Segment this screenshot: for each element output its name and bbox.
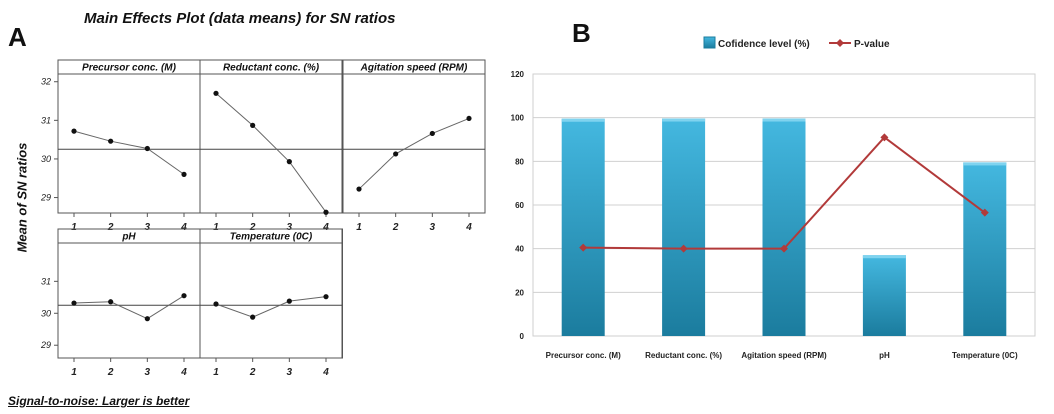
x-tick-label: 2 (107, 222, 114, 233)
x-tick-label: 4 (465, 222, 472, 233)
subplot-title-ph: pH (121, 232, 136, 243)
series-line-ph (73, 295, 185, 320)
x-tick-label: 3 (287, 222, 293, 233)
data-point-p-value (880, 133, 889, 142)
subplot-frame-temperature-0c (199, 228, 343, 359)
legend-swatch-confidence (703, 36, 716, 49)
x-tick-label: 4 (180, 367, 187, 378)
data-point-agitation-speed-rpm (356, 186, 362, 192)
panel-a-letter: A (8, 22, 27, 52)
subplot-frame-agitation-speed-rpm (342, 59, 486, 214)
data-point-temperature-0c (250, 314, 256, 320)
data-point-ph (71, 300, 77, 306)
data-point-temperature-0c (213, 301, 219, 307)
bar-top-highlight (862, 255, 906, 259)
legend-label-confidence: Cofidence level (%) (718, 39, 810, 50)
series-line-temperature-0c (215, 296, 327, 318)
y-tick-label: 0 (520, 332, 525, 341)
x-tick-label: 4 (180, 222, 187, 233)
data-point-agitation-speed-rpm (393, 151, 399, 157)
bar-confidence-level (963, 162, 1007, 336)
x-tick-label: 4 (322, 222, 329, 233)
subplot-title-precursor-conc-m: Precursor conc. (M) (82, 63, 177, 74)
data-point-agitation-speed-rpm (429, 130, 435, 137)
x-tick-label: 3 (145, 222, 151, 233)
y-tick-label: 40 (515, 245, 524, 254)
bar-top-highlight (762, 118, 806, 122)
subplot-title-agitation-speed-rpm: Agitation speed (RPM) (360, 63, 468, 74)
data-point-reductant-conc (323, 209, 329, 215)
y-tick-label: 100 (511, 114, 525, 123)
data-point-precursor-conc-m (181, 171, 187, 177)
legend-swatch-p-value-marker (836, 39, 844, 47)
bar-top-highlight (963, 162, 1007, 166)
y-tick-label: 29 (40, 193, 51, 203)
data-point-p-value (679, 244, 688, 253)
legend-label-p-value: P-value (854, 39, 890, 50)
x-tick-label: 1 (213, 367, 219, 378)
data-point-reductant-conc (250, 122, 256, 128)
data-point-ph (144, 316, 150, 322)
x-tick-label: 1 (356, 222, 362, 233)
x-tick-label: 3 (430, 222, 436, 233)
y-tick-label: 120 (511, 70, 525, 79)
x-category-label: Precursor conc. (M) (546, 351, 621, 360)
x-tick-label: 2 (249, 367, 256, 378)
y-tick-label: 32 (41, 77, 51, 87)
data-point-precursor-conc-m (108, 138, 114, 144)
series-line-precursor-conc-m (73, 130, 185, 175)
x-category-label: Reductant conc. (%) (645, 351, 722, 360)
data-point-temperature-0c (323, 294, 329, 300)
x-category-label: Agitation speed (RPM) (741, 351, 827, 360)
data-point-p-value (980, 208, 989, 217)
panel-b-letter: B (572, 18, 591, 48)
data-point-reductant-conc (286, 159, 292, 165)
panel-a-title: Main Effects Plot (data means) for SN ra… (84, 10, 396, 27)
bar-top-highlight (561, 118, 605, 122)
x-category-label: pH (879, 351, 890, 360)
data-point-agitation-speed-rpm (466, 115, 472, 122)
bar-confidence-level (662, 118, 706, 336)
data-point-ph (181, 293, 187, 299)
data-point-temperature-0c (286, 298, 292, 304)
x-category-label: Temperature (0C) (952, 351, 1018, 360)
bar-confidence-level (762, 118, 806, 336)
x-tick-label: 2 (392, 222, 399, 233)
data-point-precursor-conc-m (144, 145, 150, 152)
x-tick-label: 2 (107, 367, 114, 378)
subplot-title-temperature-0c: Temperature (0C) (230, 232, 313, 243)
subplot-title-reductant-conc: Reductant conc. (%) (223, 63, 320, 74)
x-tick-label: 3 (287, 367, 293, 378)
y-tick-label: 29 (40, 340, 51, 350)
y-tick-label: 30 (41, 154, 51, 164)
data-point-p-value (579, 243, 588, 252)
y-tick-label: 31 (41, 276, 51, 286)
x-tick-label: 3 (145, 367, 151, 378)
y-tick-label: 80 (515, 157, 524, 166)
bar-top-highlight (662, 118, 706, 122)
series-line-reductant-conc (215, 92, 327, 213)
y-tick-label: 20 (515, 288, 524, 297)
data-point-reductant-conc (213, 90, 219, 96)
y-tick-label: 31 (41, 115, 51, 125)
x-tick-label: 2 (249, 222, 256, 233)
y-tick-label: 60 (515, 201, 524, 210)
y-tick-label: 30 (41, 308, 51, 318)
bar-confidence-level (561, 118, 605, 336)
data-point-precursor-conc-m (71, 128, 77, 134)
bar-confidence-level (862, 255, 906, 336)
x-tick-label: 1 (213, 222, 219, 233)
data-point-ph (108, 299, 114, 305)
x-tick-label: 1 (71, 367, 77, 378)
series-line-agitation-speed-rpm (358, 117, 470, 190)
subplot-frame-reductant-conc (199, 59, 343, 214)
data-point-p-value (780, 244, 788, 253)
x-tick-label: 4 (322, 367, 329, 378)
x-tick-label: 1 (71, 222, 77, 233)
panel-a-footnote: Signal-to-noise: Larger is better (8, 394, 190, 408)
